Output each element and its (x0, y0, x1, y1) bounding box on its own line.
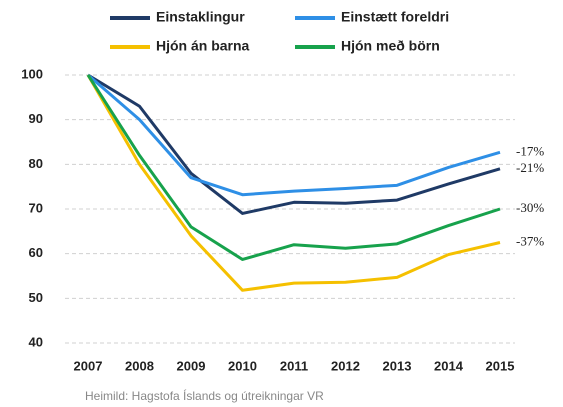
y-tick-label: 40 (29, 334, 43, 349)
y-tick-label: 80 (29, 156, 43, 171)
end-label: -30% (516, 200, 544, 215)
x-tick-label: 2014 (434, 358, 464, 373)
y-tick-label: 50 (29, 290, 43, 305)
x-tick-label: 2013 (383, 358, 412, 373)
y-tick-label: 70 (29, 200, 43, 215)
x-tick-label: 2015 (486, 358, 515, 373)
series-line (86, 74, 501, 261)
x-tick-label: 2011 (280, 358, 308, 373)
x-tick-label: 2010 (228, 358, 257, 373)
series-line (87, 73, 501, 215)
end-label: -37% (516, 233, 544, 248)
legend-label: Einstætt foreldri (341, 9, 449, 25)
y-tick-label: 60 (29, 245, 43, 260)
source: Heimild: Hagstofa Íslands og útreikninga… (85, 388, 324, 403)
y-tick-label: 100 (21, 66, 43, 81)
x-tick-label: 2007 (74, 358, 103, 373)
x-tick-label: 2012 (331, 358, 360, 373)
legend-label: Hjón með börn (341, 38, 440, 54)
end-label: -17% (516, 143, 544, 158)
legend-label: Hjón án barna (156, 38, 250, 54)
legend-label: Einstaklingur (156, 9, 245, 25)
y-tick-label: 90 (29, 111, 43, 126)
series-line (87, 73, 501, 197)
end-label: -21% (516, 160, 544, 175)
series-line (86, 74, 501, 292)
x-tick-label: 2008 (125, 358, 154, 373)
x-tick-label: 2009 (177, 358, 206, 373)
